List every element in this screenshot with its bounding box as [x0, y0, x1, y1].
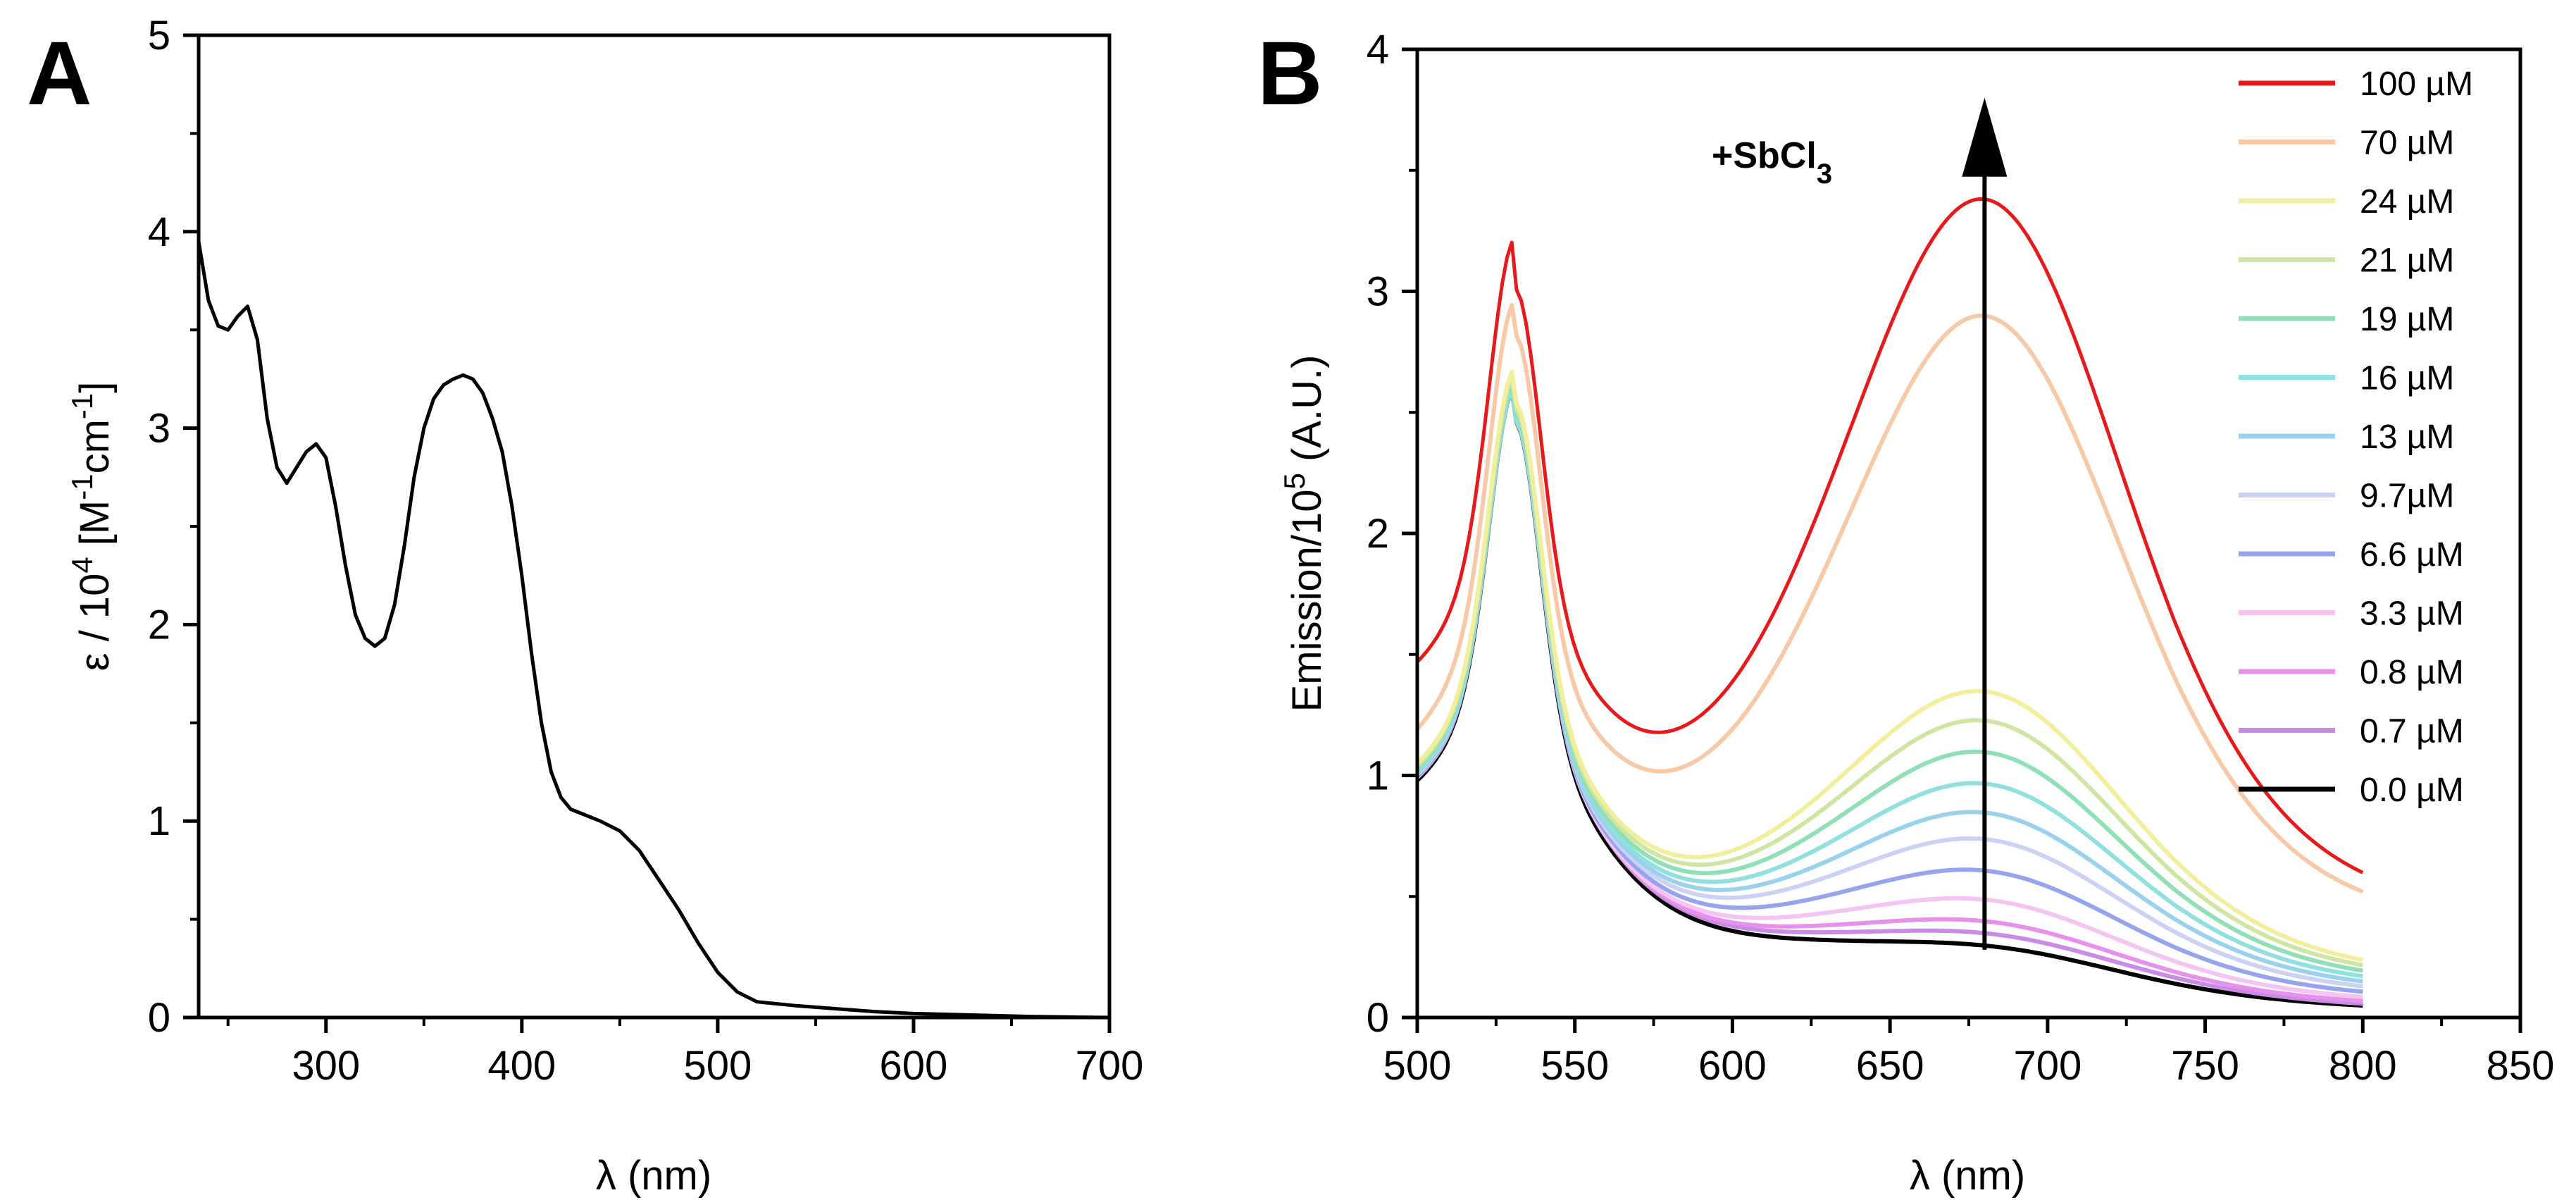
legend-label: 9.7µM [2360, 478, 2454, 515]
legend-label: 16 µM [2360, 360, 2454, 397]
panel-a-letter: A [27, 23, 92, 124]
legend-label: 24 µM [2360, 183, 2454, 221]
panel-b-xtick-label: 750 [2171, 1043, 2239, 1089]
panel-a-xtick-label: 400 [487, 1043, 556, 1089]
panel-b-ytick-label: 4 [1367, 27, 1389, 73]
panel-a-absorption-chart: A 300 400 500 600 700 0 1 2 3 4 5 λ (nm) ε / 104 [… [27, 13, 1143, 1199]
panel-b-ytick-label: 1 [1367, 753, 1389, 799]
legend-label: 21 µM [2360, 242, 2454, 280]
panel-a-xtick-label: 600 [880, 1043, 948, 1089]
panel-b-ytick-label: 3 [1367, 269, 1389, 315]
panel-a-ylabel: ε / 104 [M-1cm-1] [66, 382, 118, 672]
emission-curve [1415, 369, 2363, 963]
legend-label: 0.0 µM [2360, 772, 2464, 809]
emission-curve [1416, 197, 2364, 874]
panel-b-ytick-label: 0 [1367, 995, 1389, 1041]
panel-b-xtick-label: 650 [1856, 1043, 1924, 1089]
panel-a-ytick-label: 0 [148, 995, 170, 1041]
sbcl3-annotation: +SbCl3 [1712, 135, 1832, 190]
panel-b-ticks: 500 550 600 650 700 750 800 850 0 1 2 3 4 [1367, 27, 2555, 1089]
legend-label: 6.6 µM [2360, 536, 2464, 574]
panel-a-curves [197, 241, 1110, 1020]
panel-b-letter: B [1257, 23, 1322, 124]
legend-label: 70 µM [2360, 125, 2454, 162]
legend-label: 0.8 µM [2360, 654, 2464, 691]
panel-b-xtick-label: 500 [1383, 1043, 1452, 1089]
panel-a-ytick-label: 3 [148, 406, 170, 452]
panel-b-xtick-label: 600 [1698, 1043, 1767, 1089]
legend-label: 19 µM [2360, 301, 2454, 338]
legend-label: 100 µM [2360, 66, 2473, 103]
legend-label: 13 µM [2360, 419, 2454, 456]
panel-a-xtick-label: 700 [1076, 1043, 1144, 1089]
panel-b-xlabel: λ (nm) [1910, 1153, 2025, 1199]
panel-a-ytick-label: 1 [148, 798, 170, 844]
sbcl3-arrow [1962, 97, 2008, 950]
panel-b-xtick-label: 800 [2329, 1043, 2397, 1089]
panel-b-ytick-label: 2 [1367, 511, 1389, 557]
panel-b-emission-chart: B +SbCl3 500 550 600 650 700 750 800 850 0 1 2 3 4 1… [1257, 23, 2554, 1199]
emission-curve [1415, 303, 2364, 894]
arrow-head [1962, 97, 2008, 177]
panel-b-xtick-label: 550 [1541, 1043, 1609, 1089]
panel-b-legend: 100 µM 70 µM 24 µM 21 µM 19 µM 16 µM 13 µM 9.7µ… [2239, 66, 2473, 809]
panel-a-xtick-label: 300 [292, 1043, 360, 1089]
panel-b-ylabel: Emission/105 (A.U.) [1278, 355, 1331, 712]
panel-a-ytick-label: 2 [148, 602, 170, 648]
legend-label: 0.7 µM [2360, 713, 2464, 750]
panel-a-ytick-label: 4 [148, 209, 170, 255]
panel-a-xtick-label: 500 [683, 1043, 752, 1089]
legend-label: 3.3 µM [2360, 595, 2464, 633]
absorption-curve [197, 241, 1110, 1020]
panel-a-ticks: 300 400 500 600 700 0 1 2 3 4 5 [148, 13, 1144, 1089]
panel-b-xtick-label: 700 [2013, 1043, 2082, 1089]
panel-a-xlabel: λ (nm) [596, 1153, 711, 1199]
panel-a-ytick-label: 5 [148, 13, 170, 58]
panel-b-xtick-label: 850 [2487, 1043, 2555, 1089]
panel-b-curves [1415, 197, 2364, 1008]
panel-b-frame [1415, 47, 2522, 1020]
